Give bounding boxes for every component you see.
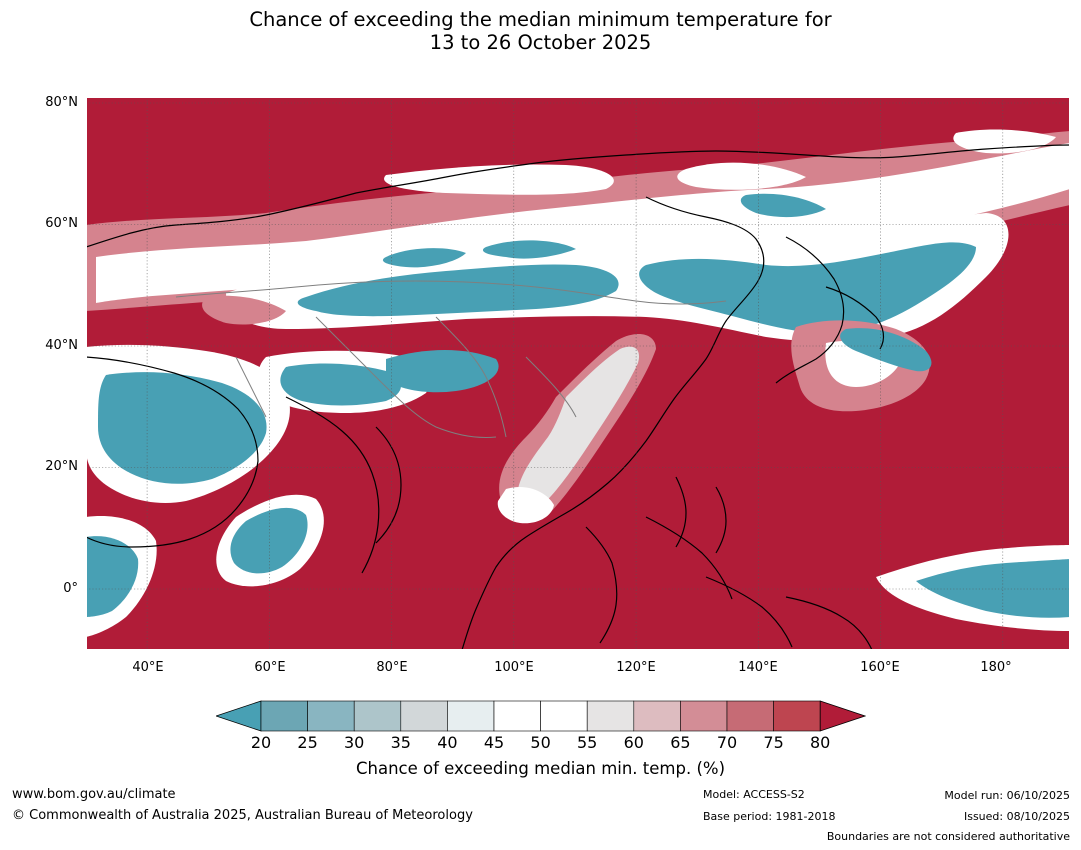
- copyright-text: © Commonwealth of Australia 2025, Austra…: [12, 808, 473, 823]
- colorbar-tick: 45: [483, 733, 505, 752]
- colorbar-tick: 60: [623, 733, 644, 752]
- colorbar-bin: [586, 700, 635, 732]
- graticule: [86, 97, 1070, 650]
- country-borders: [175, 280, 727, 438]
- central-teal-belt: [202, 213, 1009, 342]
- colorbar: [216, 700, 866, 732]
- colorbar-tick: 80: [810, 733, 831, 752]
- lat-label-20n: 20°N: [45, 459, 78, 474]
- base-period: Base period: 1981-2018: [703, 810, 836, 823]
- arabia-teal: [86, 344, 499, 637]
- website-link[interactable]: www.bom.gov.au/climate: [12, 787, 176, 802]
- issued-date: Issued: 08/10/2025: [963, 810, 1070, 823]
- colorbar-tick: 70: [716, 733, 738, 752]
- boundaries-disclaimer: Boundaries are not considered authoritat…: [826, 830, 1070, 843]
- colorbar-tick: 55: [577, 733, 598, 752]
- colorbar-bin: [633, 700, 681, 732]
- model-name: Model: ACCESS-S2: [703, 788, 805, 801]
- lat-label-60n: 60°N: [45, 216, 78, 231]
- probability-map: [86, 97, 1070, 650]
- lon-label-140e: 140°E: [738, 660, 778, 675]
- lon-label-60e: 60°E: [254, 660, 286, 675]
- lon-label-160e: 160°E: [860, 660, 900, 675]
- colorbar-tick: 50: [530, 733, 551, 752]
- colorbar-tick: 30: [344, 733, 365, 752]
- north-pacific-anomaly: [791, 320, 932, 412]
- colorbar-bin: [540, 700, 588, 732]
- lat-label-40n: 40°N: [45, 338, 78, 353]
- colorbar-label: Chance of exceeding median min. temp. (%…: [355, 759, 726, 778]
- colorbar-tick: 25: [297, 733, 318, 752]
- northern-pink-band: [86, 129, 1070, 311]
- coastlines: [86, 144, 1070, 650]
- colorbar-bin: [400, 700, 448, 732]
- colorbar-below-triangle: [216, 700, 262, 732]
- colorbar-tick: 35: [390, 733, 411, 752]
- china-white-plume: [497, 334, 656, 524]
- colorbar-bin: [726, 700, 774, 732]
- colorbar-bin: [680, 700, 728, 732]
- colorbar-tick: 40: [437, 733, 458, 752]
- lon-label-80e: 80°E: [376, 660, 408, 675]
- lon-label-120e: 120°E: [616, 660, 656, 675]
- lat-label-0: 0°: [63, 581, 78, 596]
- colorbar-bin: [493, 700, 541, 732]
- lon-label-100e: 100°E: [494, 660, 534, 675]
- title-line-2: 13 to 26 October 2025: [429, 31, 652, 54]
- lon-label-180: 180°: [980, 660, 1012, 675]
- colorbar-tick: 75: [763, 733, 784, 752]
- map-title: Chance of exceeding the median minimum t…: [0, 8, 1081, 54]
- colorbar-bin: [307, 700, 355, 732]
- lat-label-80n: 80°N: [45, 95, 78, 110]
- colorbar-above-triangle: [819, 700, 866, 732]
- lon-label-40e: 40°E: [132, 660, 164, 675]
- colorbar-bin: [447, 700, 495, 732]
- colorbar-bin: [773, 700, 821, 732]
- model-run-date: Model run: 06/10/2025: [944, 789, 1070, 802]
- colorbar-tick: 20: [250, 733, 272, 752]
- tropical-pacific-teal: [876, 545, 1070, 631]
- colorbar-bin: [260, 700, 308, 732]
- title-line-1: Chance of exceeding the median minimum t…: [249, 8, 832, 31]
- colorbar-bin: [353, 700, 402, 732]
- colorbar-tick: 65: [670, 733, 691, 752]
